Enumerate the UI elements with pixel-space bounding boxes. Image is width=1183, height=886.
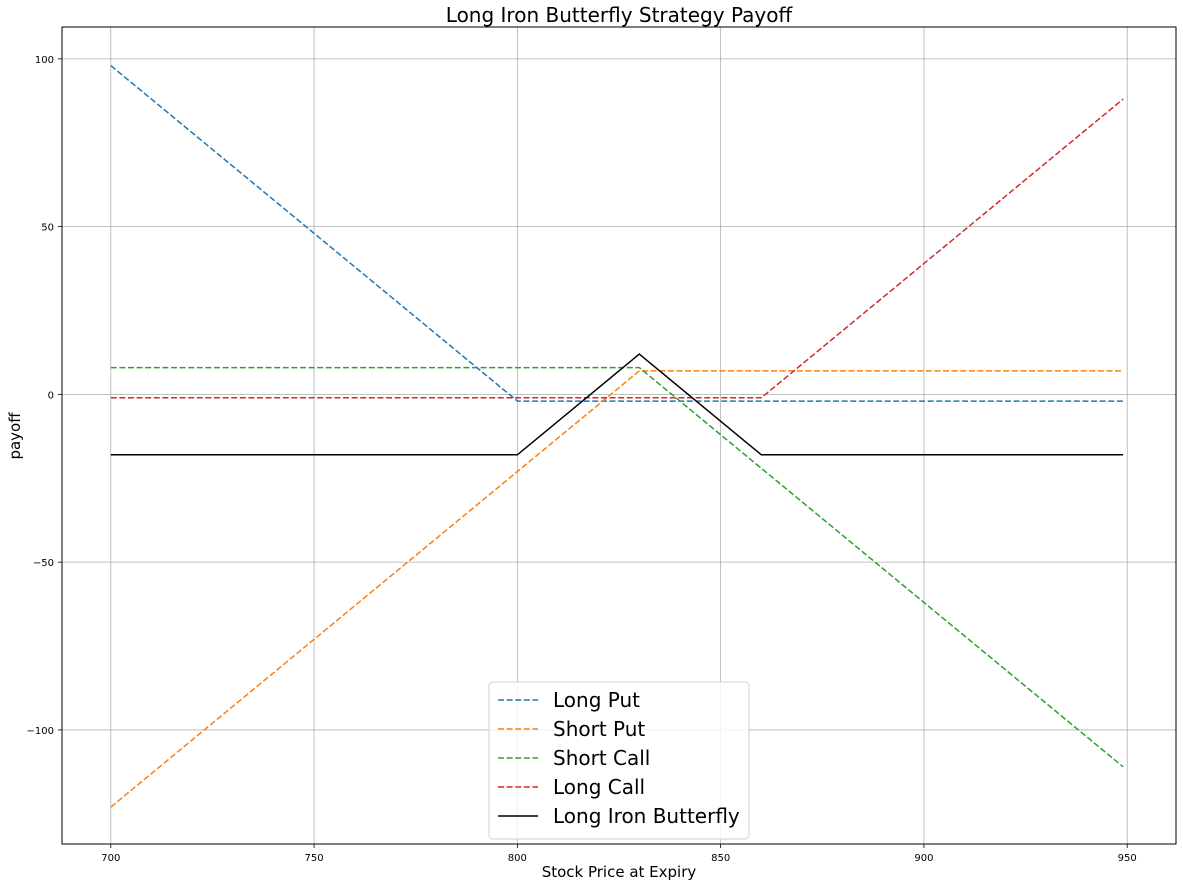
- y-axis-title: payoff: [6, 412, 24, 460]
- y-tick-label: 50: [41, 223, 54, 234]
- x-axis-ticks: 700 750 800 850 900 950: [101, 844, 1137, 864]
- legend-label: Long Iron Butterfly: [553, 804, 740, 828]
- legend-label: Short Put: [553, 717, 645, 741]
- y-tick-label: 0: [48, 390, 54, 401]
- series-line-long-iron-butterfly: [110, 353, 1124, 456]
- y-tick-label: −100: [27, 726, 54, 737]
- series-line-long-call: [110, 98, 1124, 399]
- x-tick-label: 700: [101, 853, 120, 864]
- y-tick-label: −50: [33, 558, 54, 569]
- x-tick-label: 950: [1118, 853, 1137, 864]
- legend-label: Short Call: [553, 746, 650, 770]
- chart-title: Long Iron Butterfly Strategy Payoff: [446, 3, 794, 27]
- x-tick-label: 850: [711, 853, 730, 864]
- series-line-short-put: [110, 370, 1124, 808]
- x-tick-label: 750: [305, 853, 324, 864]
- y-axis-ticks: −100 −50 0 50 100: [27, 55, 62, 737]
- legend-box: [488, 681, 750, 840]
- y-tick-label: 100: [35, 55, 54, 66]
- plot-frame: [61, 26, 1177, 845]
- series-line-short-call: [110, 366, 1124, 768]
- x-tick-label: 900: [914, 853, 933, 864]
- legend-label: Long Put: [553, 688, 640, 712]
- legend-label: Long Call: [553, 775, 645, 799]
- legend: Long Put Short Put Short Call Long Call Long…: [488, 681, 750, 840]
- grid-lines: [62, 27, 1176, 844]
- x-tick-label: 800: [508, 853, 527, 864]
- series-line-long-put: [110, 65, 1124, 402]
- series-lines: [110, 65, 1124, 808]
- x-axis-title: Stock Price at Expiry: [542, 863, 697, 881]
